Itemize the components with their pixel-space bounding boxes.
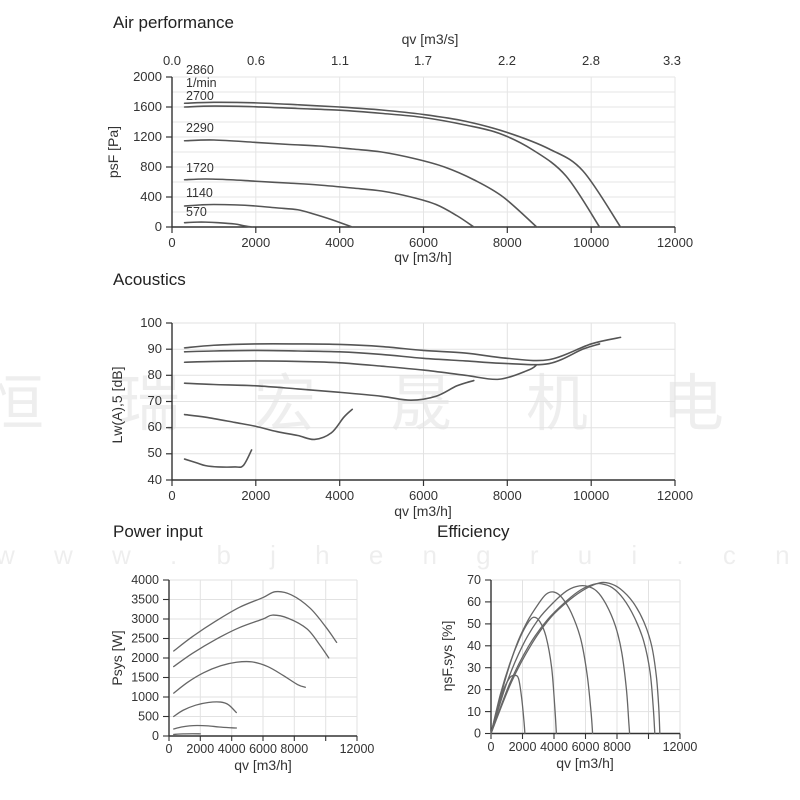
svg-text:0: 0 <box>488 740 495 754</box>
svg-text:6000: 6000 <box>572 740 600 754</box>
svg-text:60: 60 <box>467 595 481 609</box>
svg-text:70: 70 <box>467 573 481 587</box>
svg-text:2000: 2000 <box>509 740 537 754</box>
svg-text:0: 0 <box>474 727 481 741</box>
svg-text:12000: 12000 <box>663 740 698 754</box>
svg-text:30: 30 <box>467 661 481 675</box>
svg-text:qv [m3/h]: qv [m3/h] <box>556 755 614 771</box>
svg-text:10: 10 <box>467 705 481 719</box>
svg-text:8000: 8000 <box>603 740 631 754</box>
svg-text:40: 40 <box>467 639 481 653</box>
svg-text:ηsF,sys [%]: ηsF,sys [%] <box>439 621 455 692</box>
svg-text:50: 50 <box>467 617 481 631</box>
svg-text:4000: 4000 <box>540 740 568 754</box>
svg-text:20: 20 <box>467 683 481 697</box>
